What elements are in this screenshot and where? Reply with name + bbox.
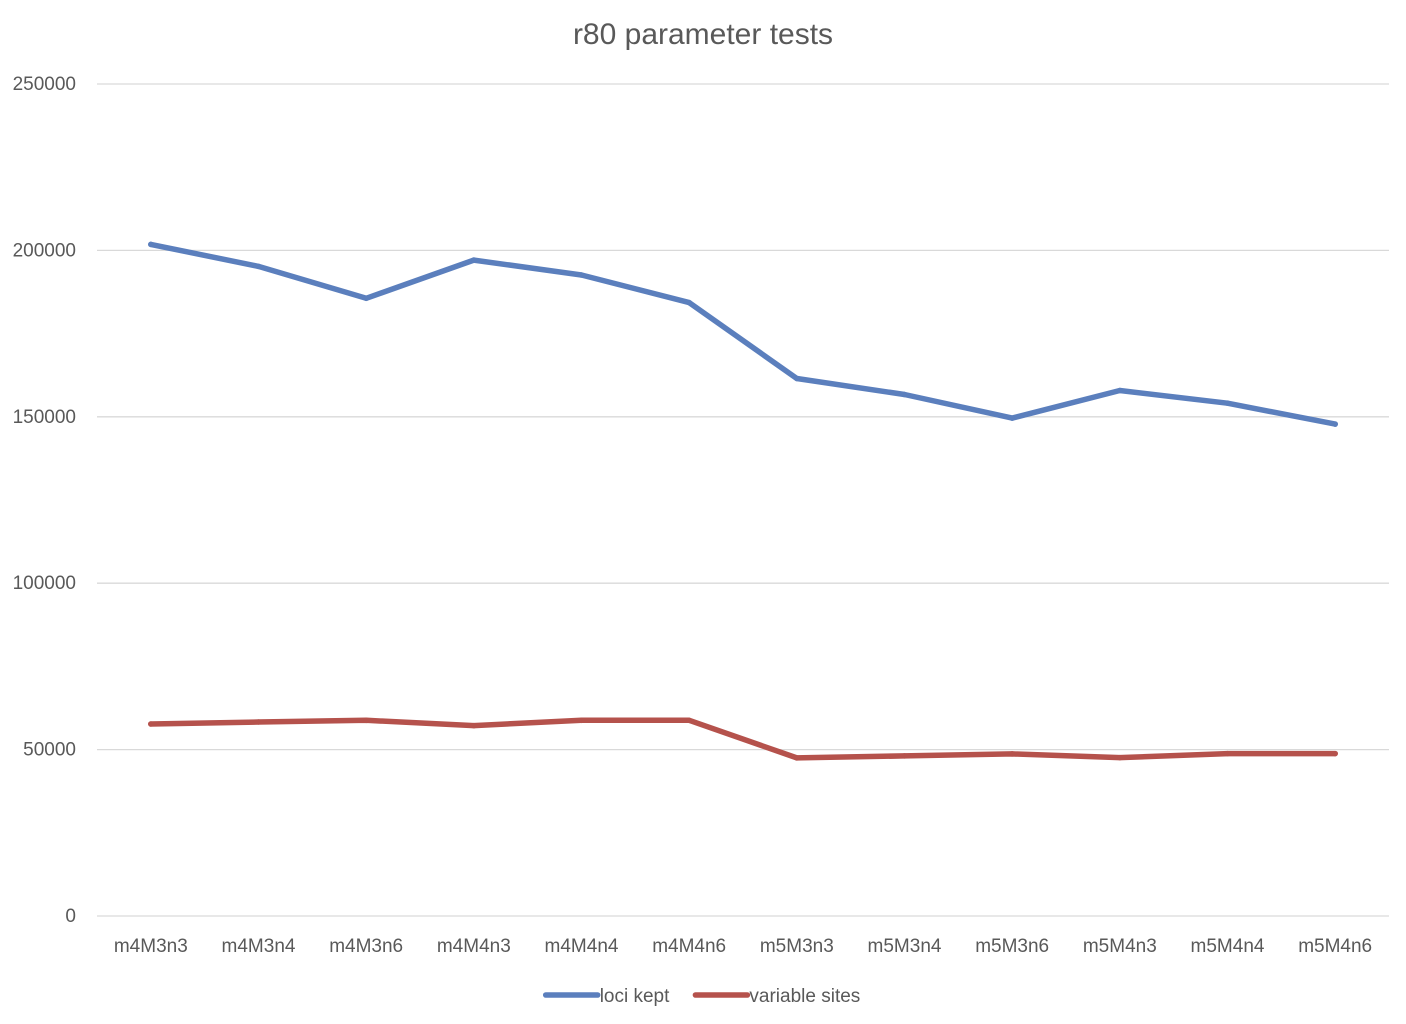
x-tick-label: m5M3n4 bbox=[868, 936, 942, 957]
legend: loci kept variable sites bbox=[542, 986, 860, 1007]
chart-title: r80 parameter tests bbox=[573, 18, 833, 51]
data-point bbox=[686, 299, 692, 306]
series-line-loci-kept bbox=[148, 241, 1338, 427]
gridlines bbox=[97, 83, 1389, 917]
data-point bbox=[363, 717, 369, 724]
y-axis-tick-labels: 0 50000 100000 150000 200000 250000 bbox=[13, 74, 76, 927]
series-line-variable-sites bbox=[148, 717, 1338, 761]
legend-item: variable sites bbox=[692, 986, 860, 1007]
data-point bbox=[901, 391, 908, 398]
legend-item: loci kept bbox=[542, 986, 670, 1007]
x-tick-label: m4M4n6 bbox=[652, 936, 726, 957]
x-tick-label: m4M3n4 bbox=[222, 936, 296, 957]
data-point bbox=[794, 755, 800, 761]
legend-label: loci kept bbox=[600, 986, 670, 1007]
data-point bbox=[1009, 415, 1015, 421]
data-point bbox=[1117, 754, 1123, 761]
y-tick-label: 50000 bbox=[23, 740, 76, 761]
x-tick-label: m4M3n6 bbox=[329, 936, 403, 957]
data-point bbox=[686, 717, 692, 724]
x-tick-label: m5M3n3 bbox=[760, 936, 834, 957]
data-point bbox=[578, 717, 585, 724]
y-tick-label: 200000 bbox=[13, 240, 76, 261]
data-point bbox=[471, 722, 477, 729]
data-point bbox=[1224, 750, 1231, 757]
legend-label: variable sites bbox=[749, 986, 860, 1007]
y-tick-label: 250000 bbox=[13, 74, 76, 95]
data-point bbox=[1009, 751, 1015, 757]
x-axis-tick-labels: m4M3n3 m4M3n4 m4M3n6 m4M4n3 m4M4n4 m4M4n6 m5M3… bbox=[114, 936, 1372, 957]
data-point bbox=[1332, 421, 1338, 427]
x-tick-label: m5M4n3 bbox=[1083, 936, 1157, 957]
data-point bbox=[1332, 750, 1338, 757]
data-point bbox=[255, 719, 262, 725]
data-point bbox=[471, 257, 477, 263]
x-tick-label: m4M3n3 bbox=[114, 936, 188, 957]
x-tick-label: m4M4n4 bbox=[545, 936, 619, 957]
series-variable-sites bbox=[148, 717, 1338, 761]
data-point bbox=[578, 272, 585, 278]
data-point bbox=[363, 295, 369, 302]
series-lines bbox=[148, 241, 1338, 761]
data-point bbox=[148, 721, 154, 727]
x-tick-label: m5M3n6 bbox=[975, 936, 1049, 957]
data-point bbox=[901, 753, 908, 759]
x-tick-label: m4M4n3 bbox=[437, 936, 511, 957]
y-tick-label: 0 bbox=[65, 906, 76, 927]
y-tick-label: 100000 bbox=[13, 573, 76, 594]
x-tick-label: m5M4n4 bbox=[1191, 936, 1265, 957]
data-point bbox=[255, 263, 262, 270]
series-loci-kept bbox=[148, 241, 1338, 427]
y-tick-label: 150000 bbox=[13, 407, 76, 428]
data-point bbox=[148, 241, 154, 248]
data-point bbox=[794, 375, 800, 382]
data-point bbox=[1117, 387, 1123, 394]
x-tick-label: m5M4n6 bbox=[1298, 936, 1372, 957]
data-point bbox=[1224, 400, 1231, 406]
